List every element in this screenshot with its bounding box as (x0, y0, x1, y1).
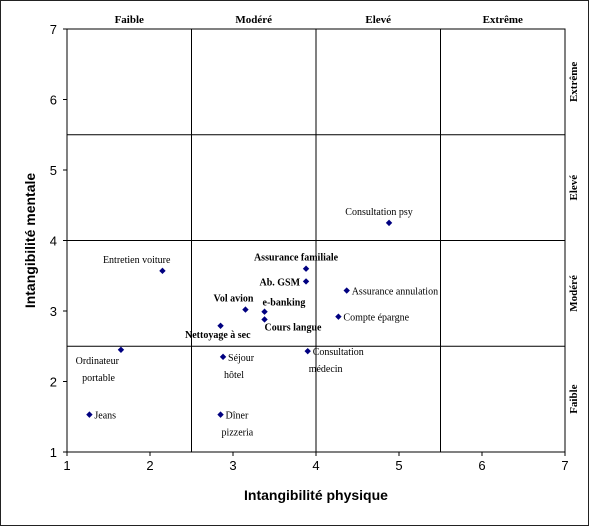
x-tick-label: 7 (561, 458, 568, 473)
data-point (343, 287, 350, 294)
row-zone-label: Elevé (568, 175, 580, 201)
point-label: Ab. GSM (259, 277, 300, 288)
data-point (385, 219, 393, 227)
data-point (117, 346, 125, 353)
point-label: Assurance annulation (352, 287, 438, 298)
point-label: pizzeria (222, 428, 254, 439)
x-axis-title: Intangibilité physique (244, 487, 388, 503)
row-zone-label: Extrême (568, 62, 580, 102)
y-tick-label: 2 (50, 375, 57, 390)
point-layer (86, 219, 393, 418)
point-label: Jeans (94, 411, 116, 422)
column-zone-label: Elevé (365, 14, 391, 26)
point-label: Consultation psy (345, 207, 413, 218)
grid-layer (66, 28, 566, 453)
data-point (86, 411, 93, 418)
row-zone-label: Faible (568, 384, 580, 413)
x-tick-label: 4 (312, 458, 319, 473)
data-point (242, 306, 249, 313)
y-tick-label: 1 (50, 445, 57, 460)
data-point (217, 411, 224, 418)
point-label: e-banking (263, 298, 306, 309)
data-point (261, 308, 268, 315)
point-label: Dîner (226, 411, 249, 422)
zone-layer: Faible Modéré Elevé Extrême Faible Modéré Elev… (115, 14, 580, 414)
point-label: hôtel (224, 370, 244, 381)
column-zone-label: Extrême (483, 14, 523, 26)
data-point (261, 316, 268, 323)
point-label: Ordinateur (76, 356, 120, 367)
point-label: portable (82, 373, 115, 384)
data-point (159, 267, 166, 275)
tick-layer: 1 2 3 4 5 6 7 1 2 3 4 5 6 7 (50, 22, 569, 473)
point-label: Cours langue (265, 322, 323, 333)
point-label: Séjour (228, 353, 255, 364)
y-tick-label: 5 (50, 163, 57, 178)
point-label: médecin (309, 364, 343, 375)
row-zone-label: Modéré (568, 275, 580, 312)
point-label: Consultation (313, 347, 364, 358)
data-point (304, 347, 311, 355)
column-zone-label: Modéré (235, 14, 272, 26)
data-point (219, 353, 227, 361)
point-label: Assurance familiale (254, 253, 339, 264)
data-point (335, 313, 342, 320)
x-tick-label: 2 (146, 458, 153, 473)
y-tick-label: 4 (50, 234, 57, 249)
y-tick-label: 6 (50, 93, 57, 108)
point-label: Entretien voiture (103, 255, 171, 266)
y-axis-title: Intangibilité mentale (22, 173, 38, 309)
point-label: Compte épargne (343, 313, 409, 324)
y-tick-label: 7 (50, 22, 57, 37)
point-label: Vol avion (214, 294, 254, 305)
x-tick-label: 3 (229, 458, 236, 473)
x-tick-label: 6 (478, 458, 485, 473)
label-layer: Jeans Ordinateur portable Entretien voiture… (76, 207, 438, 439)
data-point (302, 265, 310, 272)
x-tick-label: 5 (395, 458, 402, 473)
data-point (302, 278, 310, 285)
column-zone-label: Faible (115, 14, 144, 26)
y-tick-label: 3 (50, 304, 57, 319)
point-label: Nettoyage à sec (185, 330, 251, 341)
x-tick-label: 1 (63, 458, 70, 473)
data-point (217, 322, 224, 330)
